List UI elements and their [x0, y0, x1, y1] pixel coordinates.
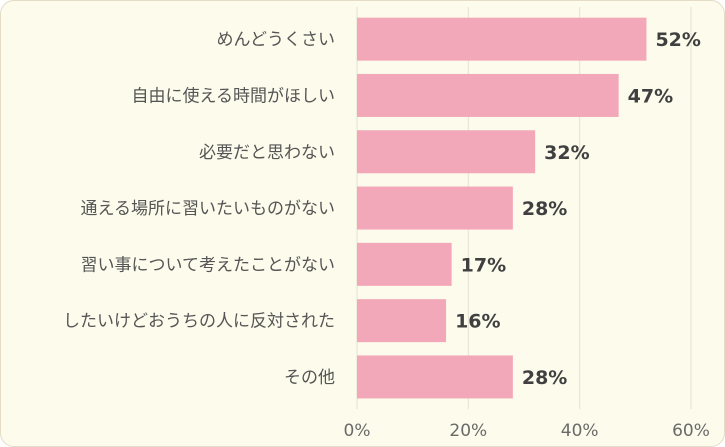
bar	[357, 186, 513, 230]
x-tick-label: 40%	[561, 421, 599, 441]
category-label: めんどうくさい	[217, 30, 336, 50]
bar	[357, 242, 452, 286]
bar	[357, 130, 536, 174]
value-label: 47%	[628, 85, 673, 107]
labels: 0% 20% 40% 60% めんどうくさい 52% 自由に使える時間がほしい 47% 必要だと…	[63, 29, 710, 441]
value-label: 16%	[455, 311, 500, 333]
x-tick-label: 0%	[344, 421, 371, 441]
category-label: 自由に使える時間がほしい	[132, 85, 336, 106]
bar	[357, 17, 647, 61]
bar	[357, 299, 447, 343]
value-label: 17%	[461, 254, 506, 276]
bar	[357, 355, 513, 399]
value-label: 28%	[522, 367, 567, 389]
x-tick-label: 60%	[672, 421, 710, 441]
value-label: 28%	[522, 198, 567, 220]
category-label: その他	[284, 368, 335, 388]
category-label: 通える場所に習いたいものがない	[81, 199, 336, 219]
category-label: 必要だと思わない	[199, 143, 335, 163]
x-tick-label: 20%	[449, 421, 487, 441]
category-label: したいけどおうちの人に反対された	[63, 312, 335, 332]
bars	[357, 17, 647, 399]
category-label: 習い事について考えたことがない	[81, 255, 336, 275]
bar	[357, 73, 619, 117]
value-label: 52%	[655, 29, 700, 51]
value-label: 32%	[544, 142, 589, 164]
